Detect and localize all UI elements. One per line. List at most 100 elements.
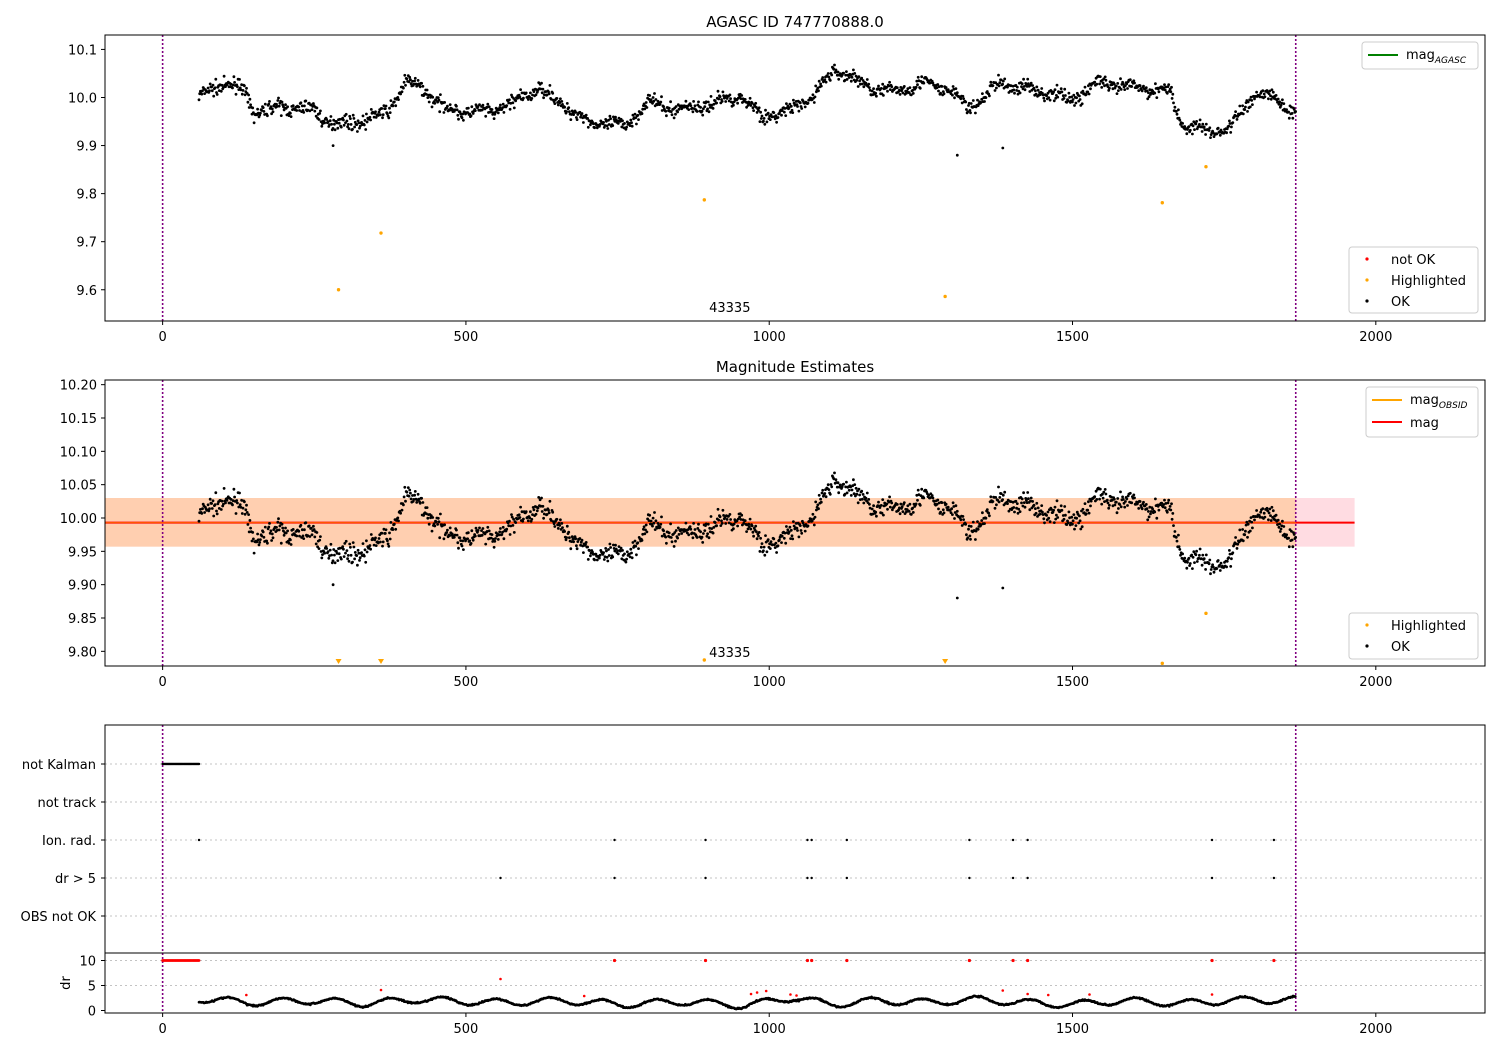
panel1-ok-point xyxy=(960,101,964,105)
panel2-ok-point xyxy=(705,534,709,538)
panel2-ok-point xyxy=(875,514,878,518)
panel1-ok-point xyxy=(497,108,501,112)
panel1-ok-point xyxy=(568,110,571,114)
panel1-ok-point xyxy=(783,107,787,110)
panel1-ok-point xyxy=(1167,83,1171,86)
panel1-ok-point xyxy=(530,97,534,100)
panel1-ok-point xyxy=(680,107,684,111)
panel2-ok-point xyxy=(850,488,854,492)
panel2-ok-point xyxy=(1277,525,1281,529)
panel1-ok-point xyxy=(598,123,602,126)
panel1-ok-point xyxy=(351,127,354,131)
panel2-ok-point xyxy=(774,541,778,545)
panel2-ok-point xyxy=(353,551,357,554)
panel2-ok-point xyxy=(751,530,755,534)
panel1-ok-point xyxy=(280,100,284,104)
panel1-ok-point xyxy=(247,93,251,97)
panel1-ok-point xyxy=(560,100,564,103)
panel1-ok-point xyxy=(430,105,434,109)
panel1-ok-point xyxy=(757,109,760,112)
panel1-ok-point xyxy=(397,98,400,101)
panel1-ok-point xyxy=(942,92,946,96)
panel2-ok-point xyxy=(662,529,665,533)
panel1-ok-point xyxy=(1174,110,1178,113)
panel1-ok-point xyxy=(266,114,269,118)
panel2-ok-point xyxy=(446,528,449,532)
panel1-ok-point xyxy=(553,102,557,105)
panel2-ok-point xyxy=(1066,521,1070,525)
panel2-ok-point xyxy=(365,539,368,543)
panel2-ok-point xyxy=(788,525,792,529)
panel2-ok-point xyxy=(740,513,744,517)
panel2-ok-point xyxy=(1169,508,1173,512)
panel2-ok-point xyxy=(1204,568,1207,571)
panel1-ok-point xyxy=(762,119,765,123)
panel1-ok-point xyxy=(1098,75,1102,78)
panel2-ok-point xyxy=(335,549,338,553)
panel2-ok-point xyxy=(408,488,412,492)
panel1-ok-point xyxy=(203,92,207,95)
panel1-ok-point xyxy=(658,102,662,106)
dr-red-point xyxy=(379,988,383,992)
panel2-ok-point xyxy=(508,533,512,536)
panel2-ok-point xyxy=(485,530,489,533)
panel1-ok-point xyxy=(1261,89,1265,93)
panel2-ok-point xyxy=(760,542,764,545)
panel1-ok-point xyxy=(1015,85,1019,89)
panel1-ok-point xyxy=(743,98,747,101)
flag-point xyxy=(810,838,813,842)
panel1-ok-point xyxy=(409,82,413,86)
panel2-ok-point xyxy=(642,525,646,529)
panel1-ok-point xyxy=(991,84,995,87)
panel2-ok-point xyxy=(260,534,264,538)
panel2-ok-point xyxy=(309,526,313,530)
panel2-ok-point xyxy=(206,503,210,507)
panel2-ok-point xyxy=(433,524,437,528)
panel1-ok-point xyxy=(539,87,543,91)
panel2-ok-point xyxy=(625,557,628,561)
panel2-ok-point xyxy=(1235,547,1239,550)
panel2-ok-point xyxy=(220,499,224,503)
panel2-ok-point xyxy=(762,545,766,549)
panel2-ok-point xyxy=(394,527,398,531)
panel2-ok-point xyxy=(267,525,271,529)
panel2-ok-point xyxy=(349,553,353,557)
panel2-ok-point xyxy=(1079,527,1083,531)
panel1-ok-point xyxy=(1251,103,1254,106)
flag-point xyxy=(613,876,616,880)
panel1-ok-point xyxy=(1244,105,1247,109)
panel2-ok-point xyxy=(645,530,649,534)
panel2-ok-point xyxy=(1161,505,1165,509)
dr-xtick-label: 500 xyxy=(454,1022,479,1037)
panel1-ok-point xyxy=(210,89,214,93)
panel1-ok-point xyxy=(669,110,673,113)
panel1-ok-point xyxy=(1248,105,1252,109)
panel2-ok-point xyxy=(589,554,592,558)
panel2-frame xyxy=(104,379,1486,667)
panel2-ok-point xyxy=(1001,493,1005,497)
panel2-ok-point xyxy=(545,513,549,516)
panel2-ok-point xyxy=(1144,503,1148,506)
panel1-ok-point xyxy=(426,96,430,99)
panel1-ok-point xyxy=(365,112,368,116)
panel1-ok-point xyxy=(455,104,458,108)
panel1-ok-point xyxy=(1287,116,1291,120)
panel1-ok-point xyxy=(951,85,955,88)
panel2-ok-point xyxy=(1151,507,1154,511)
panel2-ok-point xyxy=(341,545,345,549)
panel1-ok-point xyxy=(797,109,801,113)
panel2-ok-point xyxy=(376,541,380,545)
panel1-ok-point xyxy=(1050,90,1053,93)
flag-point xyxy=(613,838,616,842)
panel1-ok-point xyxy=(331,126,335,130)
panel2-ok-point xyxy=(624,560,628,564)
panel1-ok-point xyxy=(1083,85,1087,89)
panel1-ytick-label: 9.8 xyxy=(76,188,97,203)
panel2-ok-point xyxy=(961,515,965,518)
panel1-ok-point xyxy=(1023,88,1027,92)
panel2-ok-point xyxy=(703,529,707,532)
panel2-ok-point xyxy=(1228,552,1232,556)
panel1-ok-point xyxy=(689,104,693,107)
panel1-ok-point xyxy=(645,106,649,109)
